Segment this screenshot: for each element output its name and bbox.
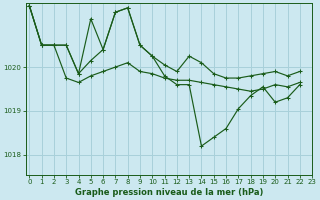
X-axis label: Graphe pression niveau de la mer (hPa): Graphe pression niveau de la mer (hPa) xyxy=(75,188,263,197)
